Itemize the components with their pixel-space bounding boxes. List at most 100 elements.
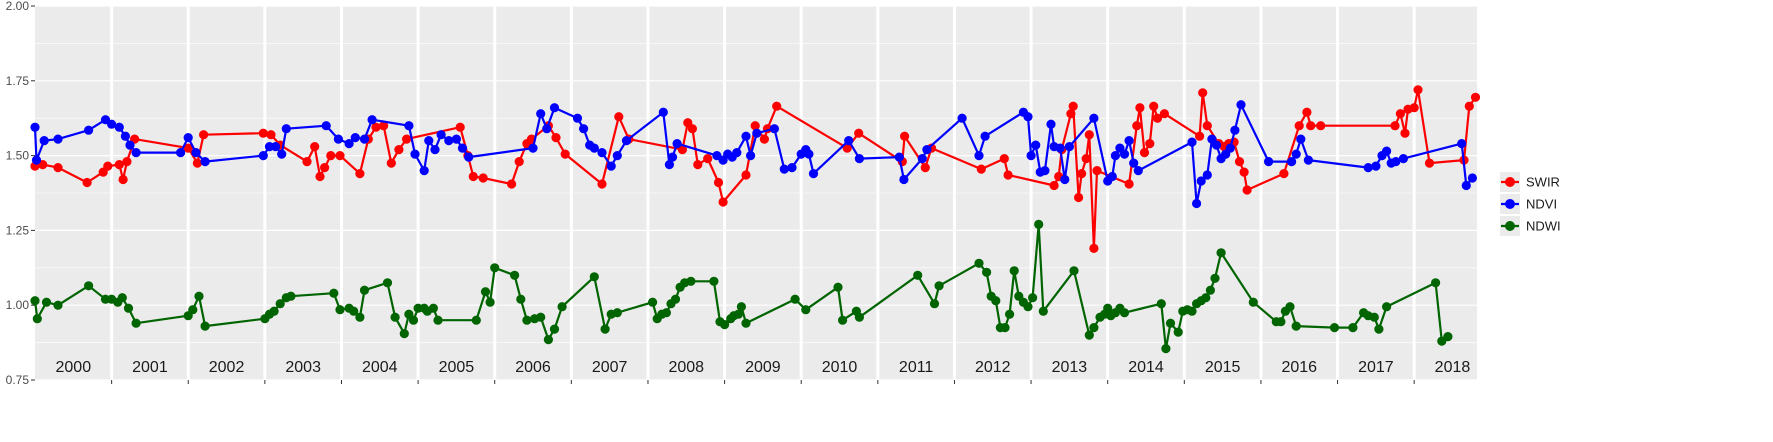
data-point-swir (1409, 103, 1419, 113)
data-point-swir (1068, 101, 1078, 111)
year-label: 2001 (132, 359, 168, 376)
data-point-ndwi (549, 324, 560, 334)
grid-major (35, 5, 1477, 381)
data-point-ndvi (1291, 149, 1301, 159)
data-point-ndvi (536, 109, 546, 119)
legend-key-dot (1505, 199, 1515, 209)
data-point-ndwi (1173, 327, 1183, 337)
data-point-ndwi (1161, 344, 1171, 354)
data-point-ndwi (833, 282, 843, 292)
data-point-ndwi (913, 270, 923, 280)
data-point-ndvi (746, 151, 756, 161)
data-point-ndvi (606, 161, 616, 171)
data-point-ndvi (752, 128, 762, 138)
data-point-ndvi (589, 143, 599, 153)
data-point-ndvi (572, 113, 583, 123)
data-point-swir (1049, 180, 1059, 191)
data-point-ndwi (1201, 293, 1211, 303)
y-tick-label: 2.00 (6, 0, 30, 13)
data-point-ndwi (1089, 323, 1099, 333)
data-point-ndwi (543, 335, 554, 345)
data-point-ndwi (522, 315, 532, 325)
data-point-ndvi (200, 157, 210, 167)
data-point-ndvi (84, 125, 94, 135)
data-point-ndvi (741, 131, 751, 141)
data-point-swir (53, 163, 63, 173)
data-point-swir (1400, 128, 1410, 138)
data-point-swir (1294, 121, 1304, 131)
data-point-swir (122, 157, 132, 167)
data-point-ndwi (390, 312, 400, 322)
data-point-ndwi (428, 303, 438, 313)
data-point-ndwi (1119, 308, 1130, 318)
data-point-swir (326, 151, 336, 161)
data-point-ndvi (125, 140, 135, 150)
year-label: 2005 (439, 359, 475, 376)
data-point-swir (402, 134, 412, 144)
data-point-ndvi (404, 121, 414, 131)
data-point-ndvi (191, 148, 201, 158)
data-point-ndvi (1129, 158, 1139, 168)
data-point-ndvi (769, 124, 780, 134)
data-point-swir (82, 177, 92, 188)
legend-key-dot (1505, 177, 1515, 187)
data-point-ndwi (686, 276, 696, 286)
data-point-ndvi (277, 149, 287, 159)
y-axis: 0.75 1.00 1.25 1.50 1.75 2.00 (6, 0, 35, 387)
data-point-ndvi (732, 148, 742, 158)
data-point-swir (1003, 170, 1013, 180)
data-point-swir (900, 131, 910, 141)
data-point-swir (386, 158, 396, 168)
data-point-ndwi (84, 281, 94, 291)
data-point-ndvi (53, 134, 63, 144)
data-point-ndvi (1202, 170, 1212, 180)
data-point-ndvi (464, 152, 474, 162)
year-label: 2000 (56, 359, 92, 376)
data-point-ndvi (333, 134, 343, 144)
data-point-ndvi (359, 134, 370, 144)
legend-label: NDWI (1526, 219, 1561, 234)
data-point-swir (1242, 185, 1252, 195)
data-point-ndvi (114, 122, 124, 132)
data-point-swir (1124, 179, 1134, 189)
data-point-swir (772, 101, 782, 111)
data-point-ndwi (1069, 266, 1079, 276)
data-point-ndwi (1023, 302, 1033, 312)
data-point-ndwi (1103, 303, 1113, 313)
grid-minor (35, 43, 1477, 343)
data-point-ndvi (120, 131, 130, 141)
data-point-swir (507, 179, 517, 189)
data-point-swir (1470, 92, 1481, 102)
y-tick-label: 1.50 (6, 149, 30, 163)
data-point-swir (1077, 169, 1087, 179)
data-point-ndvi (1382, 146, 1392, 156)
data-point-ndvi (1363, 163, 1373, 173)
legend-item-ndvi: NDVI (1500, 194, 1557, 214)
data-point-ndvi (664, 160, 675, 170)
data-point-ndwi (480, 287, 491, 297)
data-point-ndwi (1005, 309, 1015, 319)
data-point-ndvi (258, 151, 268, 161)
data-point-ndwi (661, 308, 672, 318)
series-ndwi (30, 219, 1453, 354)
data-point-ndwi (1329, 323, 1340, 333)
data-point-ndwi (188, 305, 198, 315)
data-point-swir (310, 142, 320, 152)
data-point-swir (976, 164, 986, 174)
data-point-ndvi (1287, 157, 1297, 167)
data-point-ndvi (1107, 171, 1117, 182)
data-point-ndvi (367, 115, 377, 125)
data-point-ndwi (123, 303, 134, 313)
data-point-ndvi (597, 148, 607, 158)
data-point-swir (713, 177, 724, 188)
data-point-swir (320, 163, 330, 173)
data-point-swir (1092, 166, 1102, 176)
data-point-ndwi (490, 263, 500, 273)
data-point-ndvi (1133, 166, 1143, 176)
data-point-ndwi (982, 267, 992, 277)
data-point-ndvi (1110, 151, 1120, 161)
data-point-ndwi (1205, 285, 1215, 295)
series-layer (30, 85, 1481, 354)
legend-key-dot (1505, 221, 1515, 231)
data-point-ndvi (804, 149, 814, 159)
